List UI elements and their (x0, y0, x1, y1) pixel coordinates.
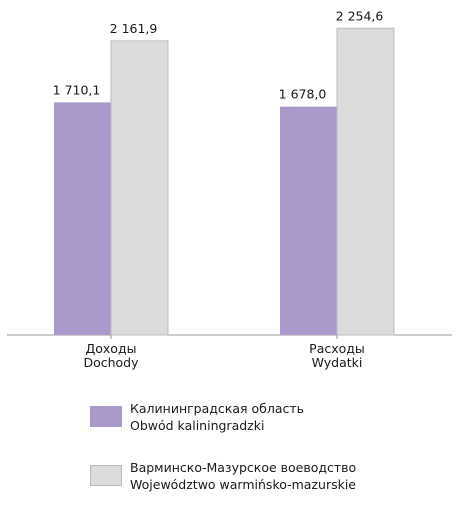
legend-label-pl: Obwód kaliningradzki (130, 418, 265, 433)
value-label: 2 254,6 (336, 8, 384, 23)
bar-kaliningrad-0 (54, 102, 111, 336)
value-label: 2 161,9 (110, 21, 158, 36)
legend-item-warmia: Варминско-Мазурское воеводство Województ… (90, 459, 450, 503)
legend: Калининградская область Obwód kaliningra… (90, 400, 450, 518)
category-label-ru: Доходы (86, 341, 137, 356)
legend-item-kaliningrad: Калининградская область Obwód kaliningra… (90, 400, 450, 444)
bar-kaliningrad-1 (280, 106, 337, 335)
legend-swatch-kaliningrad (90, 406, 122, 427)
category-label-pl: Dochody (83, 355, 139, 370)
value-label: 1 710,1 (53, 82, 101, 97)
bar-warmia-1 (336, 27, 395, 336)
category-label-pl: Wydatki (312, 355, 363, 370)
legend-label-ru: Калининградская область (130, 401, 305, 416)
legend-label-pl: Województwo warmińsko-mazurskie (130, 477, 356, 492)
category-label-ru: Расходы (309, 341, 365, 356)
bar-warmia-0 (110, 40, 169, 336)
legend-label-ru: Варминско-Мазурское воеводство (130, 460, 357, 475)
value-label: 1 678,0 (279, 87, 327, 102)
legend-swatch-warmia (90, 465, 122, 486)
